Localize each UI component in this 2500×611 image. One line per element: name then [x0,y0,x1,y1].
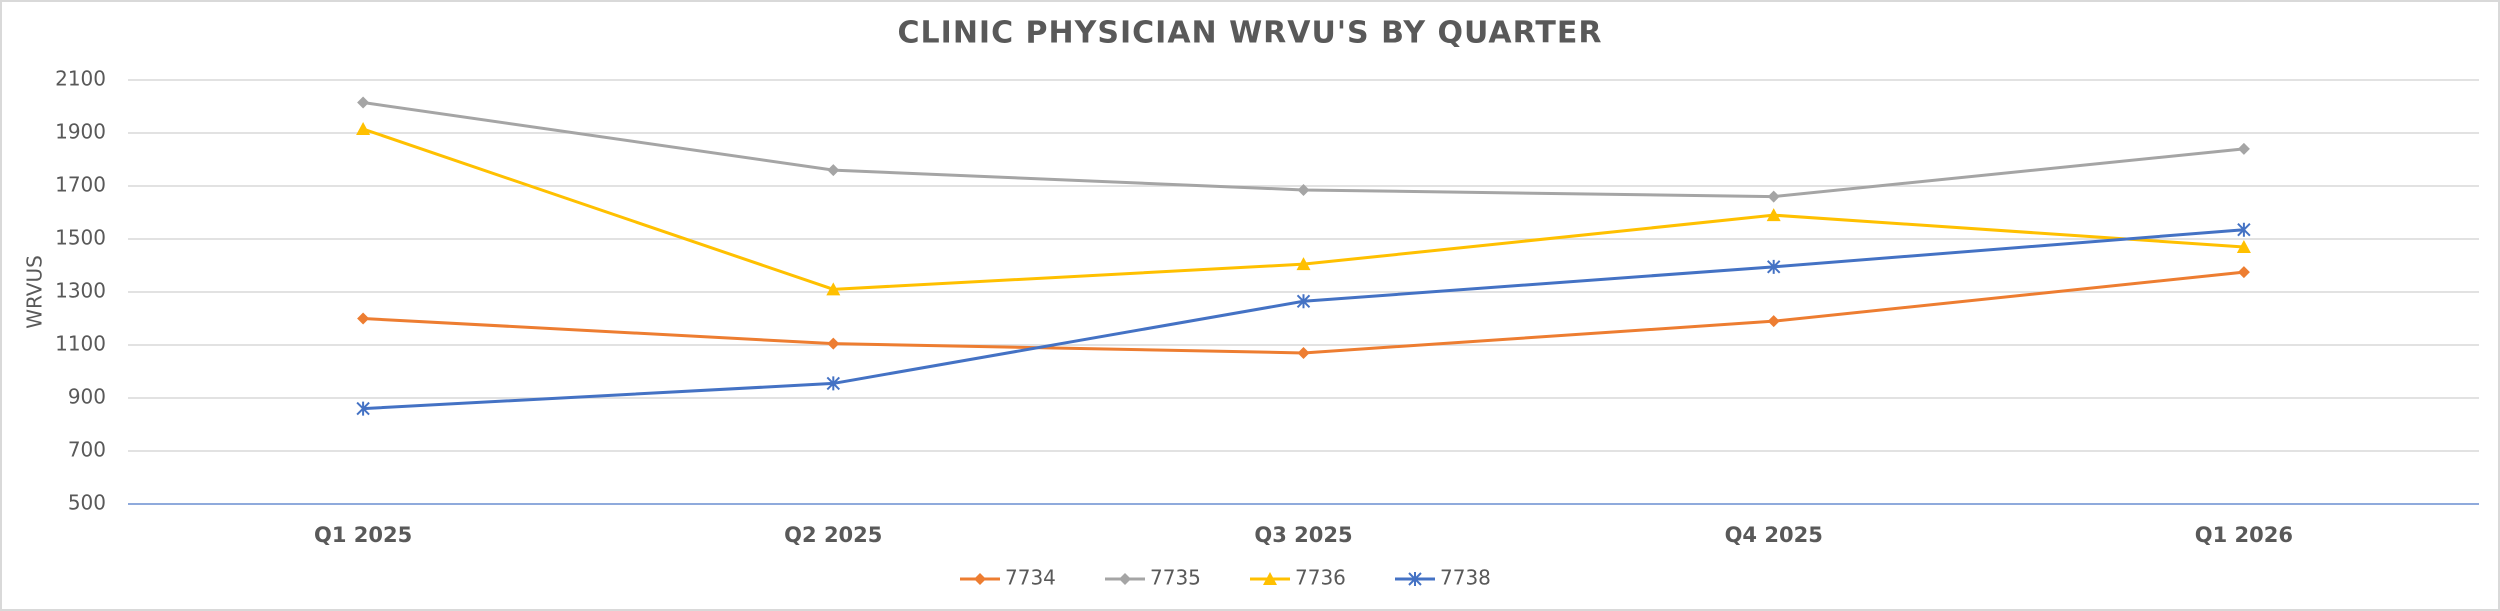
y-tick-label: 1300 [55,279,106,303]
marker [1296,294,1311,309]
marker [2237,222,2251,237]
y-axis-label: WRVUS [23,255,47,329]
y-tick-label: 500 [68,491,106,515]
marker [1766,208,1781,222]
y-tick-label: 1900 [55,120,106,144]
legend-label: 7738 [1440,566,1491,590]
marker [357,96,370,109]
y-tick-label: 700 [68,438,106,462]
marker [826,282,841,296]
marker [357,312,370,325]
y-tick-label: 1100 [55,332,106,356]
marker [356,401,370,416]
x-tick-label: Q4 2025 [1725,523,1823,547]
marker [2237,266,2250,279]
x-tick-label: Q1 2025 [314,523,412,547]
legend-marker [1408,572,1422,586]
y-tick-label: 2100 [55,67,106,91]
legend-label: 7735 [1150,566,1201,590]
legend-marker [974,573,986,585]
x-tick-label: Q2 2025 [784,523,882,547]
marker [2237,142,2250,155]
marker [1767,315,1780,328]
legend-label: 7734 [1005,566,1056,590]
marker [2236,239,2251,253]
marker [827,337,840,350]
marker [356,122,371,136]
marker [826,376,841,391]
legend-label: 7736 [1295,566,1346,590]
x-tick-label: Q3 2025 [1254,523,1352,547]
x-tick-label: Q1 2026 [2195,523,2293,547]
legend-marker [1119,573,1131,585]
marker [1767,190,1780,203]
y-tick-label: 900 [68,385,106,409]
marker [1766,259,1781,274]
y-tick-label: 1700 [55,173,106,197]
marker [827,164,840,177]
marker [1297,183,1310,196]
legend-marker [1263,572,1277,585]
marker [1296,257,1311,271]
y-tick-label: 1500 [55,226,106,250]
marker [1297,346,1310,359]
chart-title: CLINIC PHYSICIAN WRVU'S BY QUARTER [898,16,1603,51]
